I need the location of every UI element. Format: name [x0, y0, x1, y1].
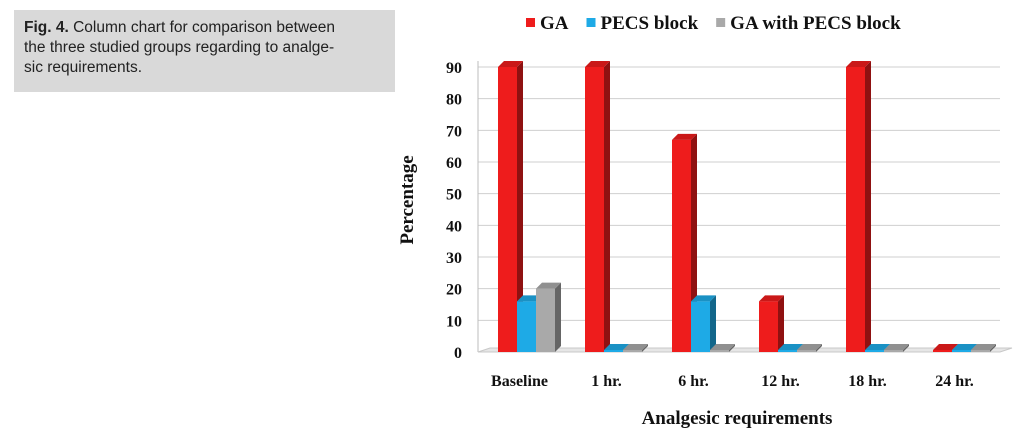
bar-ga-with-pecs-block-24-hr [971, 344, 996, 352]
y-tick-label-0: 0 [454, 345, 462, 362]
bar-ga-with-pecs-block-1-hr [623, 344, 648, 352]
legend-swatch-ga-with-pecs-block [716, 18, 726, 27]
legend-label-ga: GA [540, 13, 569, 34]
y-tick-label-40: 40 [446, 218, 462, 235]
bar-ga-with-pecs-block-12-hr [797, 344, 822, 352]
y-tick-label-20: 20 [446, 282, 462, 299]
y-tick-label-90: 90 [446, 60, 462, 77]
x-tick-labels: Baseline 1 hr. 6 hr. 12 hr. 18 hr. 24 hr. [491, 373, 974, 390]
x-axis-title: Analgesic requirements [642, 408, 833, 429]
legend-swatch-ga [526, 18, 535, 27]
bar-ga-with-pecs-block-baseline [536, 282, 561, 352]
legend-label-ga-with-pecs-block: GA with PECS block [730, 13, 901, 34]
y-tick-label-80: 80 [446, 92, 462, 109]
y-tick-label-70: 70 [446, 123, 462, 140]
x-tick-label-18-hr: 18 hr. [848, 373, 887, 390]
y-tick-labels: 0 10 20 30 40 50 60 70 80 90 [446, 60, 462, 362]
figure-caption: Fig. 4. Column chart for comparison betw… [14, 10, 395, 92]
legend-item-ga: GA [526, 13, 569, 34]
bar-ga-12-hr [759, 295, 784, 352]
x-tick-label-12-hr: 12 hr. [761, 373, 800, 390]
x-tick-label-24-hr: 24 hr. [935, 373, 974, 390]
caption-line-2: the three studied groups regarding to an… [24, 39, 335, 56]
y-axis-title: Percentage [397, 155, 418, 244]
bar-series [477, 61, 1013, 353]
x-tick-label-baseline: Baseline [491, 373, 548, 390]
bar-ga-with-pecs-block-18-hr [884, 344, 909, 352]
x-tick-label-1-hr: 1 hr. [591, 373, 622, 390]
legend-item-pecs-block: PECS block [586, 13, 699, 34]
caption-line-1: Column chart for comparison between [68, 19, 336, 36]
bar-ga-18-hr [846, 61, 871, 352]
legend-swatch-pecs-block [586, 18, 596, 27]
legend-label-pecs-block: PECS block [601, 13, 699, 34]
bar-pecs-block-6-hr [691, 295, 716, 352]
bar-ga-with-pecs-block-6-hr [710, 344, 735, 352]
bar-ga-1-hr [585, 61, 610, 352]
y-tick-label-10: 10 [446, 313, 462, 330]
x-tick-label-6-hr: 6 hr. [678, 373, 709, 390]
legend-item-ga-with-pecs-block: GA with PECS block [716, 13, 901, 34]
y-tick-label-50: 50 [446, 187, 462, 204]
y-tick-label-30: 30 [446, 250, 462, 267]
bar-ga-baseline [498, 61, 523, 352]
caption-line-3: sic requirements. [24, 59, 143, 76]
legend: GA PECS block GA with PECS block [526, 13, 901, 34]
y-tick-label-60: 60 [446, 155, 462, 172]
figure-label: Fig. 4. [24, 19, 69, 36]
